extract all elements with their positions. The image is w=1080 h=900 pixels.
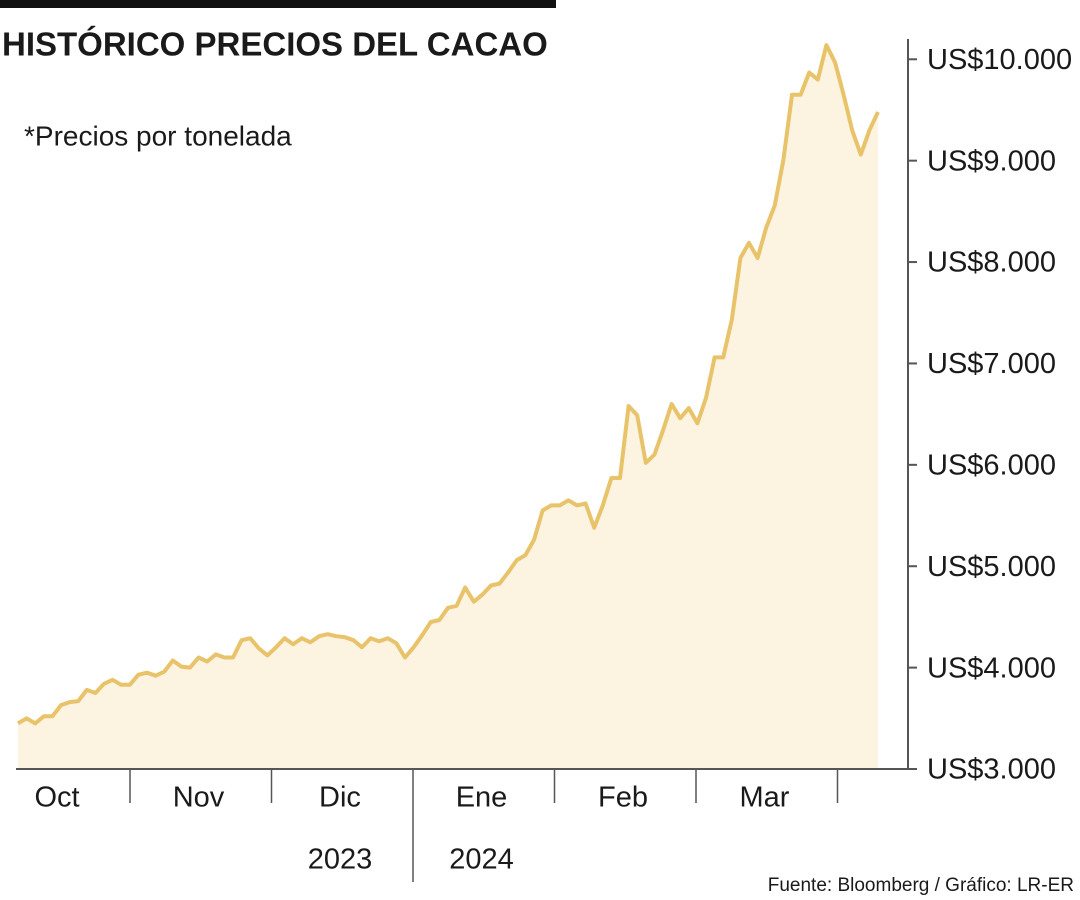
x-tick-label: Nov xyxy=(173,782,225,814)
area xyxy=(18,45,878,770)
chart-title: HISTÓRICO PRECIOS DEL CACAO xyxy=(2,26,548,63)
chart-subtitle: *Precios por tonelada xyxy=(24,120,292,151)
year-label: 2024 xyxy=(449,844,514,876)
x-tick-label: Mar xyxy=(740,782,790,814)
y-tick-label: US$9.000 xyxy=(927,145,1056,177)
x-tick-label: Dic xyxy=(319,782,361,814)
x-tick-label: Ene xyxy=(456,782,508,814)
y-tick-label: US$8.000 xyxy=(927,247,1056,279)
y-tick-label: US$5.000 xyxy=(927,551,1056,583)
y-tick-label: US$7.000 xyxy=(927,348,1056,380)
x-tick-label: Oct xyxy=(34,782,79,814)
y-tick-label: US$4.000 xyxy=(927,652,1056,684)
title-bar xyxy=(0,0,556,8)
line xyxy=(16,43,880,726)
y-tick-label: US$10.000 xyxy=(927,44,1072,76)
year-label: 2023 xyxy=(308,844,373,876)
source: Fuente: Bloomberg / Gráfico: LR-ER xyxy=(768,875,1074,896)
y-tick-label: US$6.000 xyxy=(927,449,1056,481)
x-tick-label: Feb xyxy=(598,782,648,814)
y-tick-label: US$3.000 xyxy=(927,754,1056,786)
